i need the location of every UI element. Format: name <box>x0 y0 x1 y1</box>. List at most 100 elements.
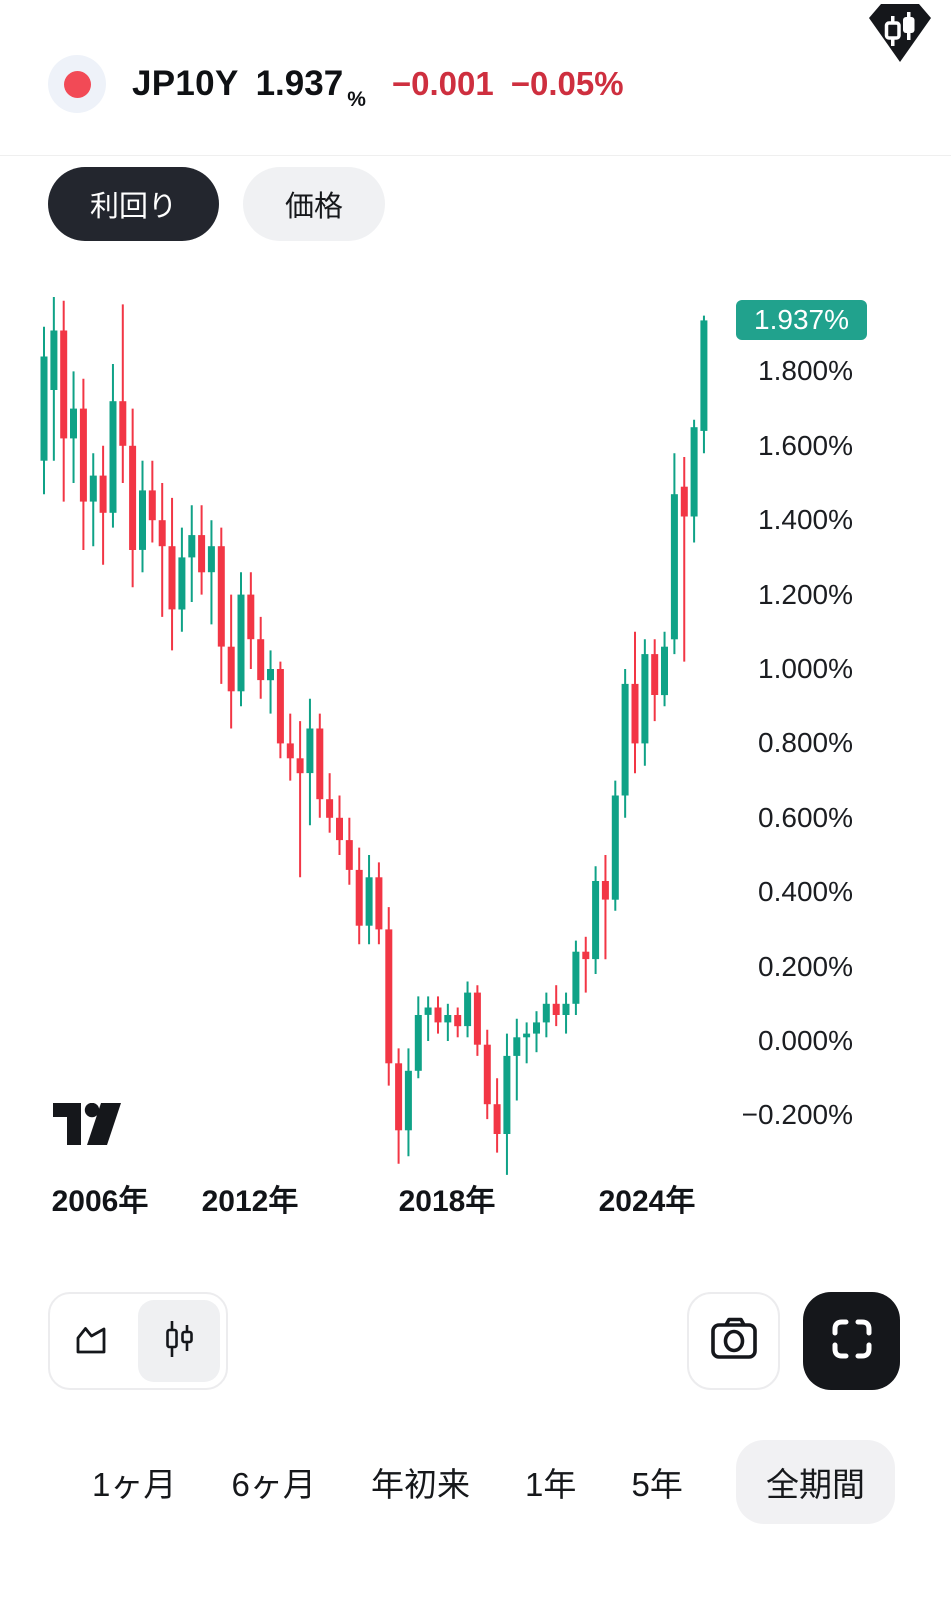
candle-body <box>631 683 639 744</box>
candle-body <box>89 475 97 502</box>
candle-body <box>70 408 77 439</box>
candle-body <box>178 557 186 610</box>
candle-body <box>158 520 166 547</box>
x-axis-label: 2006年 <box>51 1185 149 1218</box>
candle-body <box>286 743 294 759</box>
candle-body <box>700 320 708 431</box>
candlestick-chart[interactable] <box>0 280 951 1185</box>
candle-body <box>336 817 343 841</box>
candle-body <box>454 1015 462 1027</box>
candle-body <box>375 877 383 930</box>
candle-body <box>661 646 668 696</box>
candle-body <box>50 330 58 390</box>
x-axis-label: 2024年 <box>598 1185 696 1218</box>
range-button-1ヶ月[interactable]: 1ヶ月 <box>92 1466 177 1503</box>
candle-body <box>552 1003 560 1015</box>
candle-body <box>316 728 324 800</box>
candle-body <box>562 1003 570 1015</box>
price-unit: % <box>347 88 366 111</box>
candle-body <box>188 535 196 558</box>
candlestick-chart-button[interactable] <box>138 1300 220 1382</box>
range-selector: 1ヶ月 6ヶ月 年初来 1年 5年 全期間 <box>90 1432 895 1532</box>
candle-body <box>601 881 609 900</box>
candle-body <box>326 799 334 818</box>
candle-body <box>621 683 629 796</box>
candle-body <box>227 646 235 692</box>
x-axis-label: 2018年 <box>398 1185 496 1218</box>
candle-body <box>40 356 48 461</box>
x-axis-label: 2012年 <box>201 1185 299 1218</box>
change-percent: −0.05% <box>510 65 624 102</box>
yield-price-toggle: 利回り 価格 <box>48 167 386 241</box>
candle-body <box>513 1037 521 1056</box>
candle-body <box>355 869 363 926</box>
candle-body <box>345 840 353 870</box>
candle-body <box>99 475 107 513</box>
candle-body <box>365 877 373 926</box>
candle-body <box>641 654 649 744</box>
fullscreen-button[interactable] <box>803 1292 900 1390</box>
time-scale: 2006年 2012年 2018年 2024年 <box>0 1176 951 1222</box>
candle-body <box>542 1003 550 1023</box>
range-button-年初来[interactable]: 年初来 <box>370 1466 470 1503</box>
japan-flag-icon <box>48 55 106 113</box>
candle-body <box>306 728 314 774</box>
range-button-1年[interactable]: 1年 <box>525 1466 577 1503</box>
candle-body <box>119 401 127 446</box>
candle-body <box>257 639 265 681</box>
candlestick-chart-icon <box>160 1319 198 1364</box>
candle-body <box>267 669 274 681</box>
camera-icon <box>708 1316 760 1367</box>
candle-body <box>395 1063 403 1131</box>
toggle-yield[interactable]: 利回り <box>48 167 220 241</box>
candle-body <box>385 929 393 1064</box>
candle-body <box>533 1022 540 1034</box>
candle-body <box>651 654 659 695</box>
candle-body <box>523 1033 531 1038</box>
snapshot-button[interactable] <box>687 1292 780 1390</box>
range-button-全期間[interactable]: 全期間 <box>735 1440 895 1524</box>
area-chart-button[interactable] <box>50 1294 132 1388</box>
candle-body <box>79 408 87 502</box>
instrument-header: JP10Y 1.937 % −0.001 −0.05% <box>48 48 903 120</box>
change-absolute: −0.001 <box>391 65 494 102</box>
candle-body <box>690 427 698 517</box>
candle-body <box>139 490 146 550</box>
chart-type-switcher <box>48 1292 228 1390</box>
tradingview-logo-icon[interactable] <box>53 1102 122 1146</box>
candle-body <box>276 669 284 744</box>
candle-body <box>414 1015 422 1071</box>
header-divider <box>0 155 951 156</box>
candle-body <box>444 1015 452 1023</box>
candle-body <box>434 1007 442 1023</box>
candle-body <box>148 490 156 521</box>
candle-body <box>503 1055 511 1134</box>
candle-body <box>296 758 304 774</box>
toggle-price[interactable]: 価格 <box>243 167 386 241</box>
candle-body <box>592 881 600 960</box>
candle-body <box>464 992 472 1027</box>
range-button-6ヶ月[interactable]: 6ヶ月 <box>231 1466 316 1503</box>
candle-body <box>404 1070 412 1131</box>
candle-body <box>473 992 481 1045</box>
candle-body <box>424 1007 432 1015</box>
candle-body <box>582 951 590 960</box>
area-chart-icon <box>72 1321 110 1362</box>
fullscreen-icon <box>827 1314 877 1369</box>
candle-body <box>572 951 580 1004</box>
range-button-5年[interactable]: 5年 <box>631 1466 683 1503</box>
candle-body <box>493 1104 501 1134</box>
tradingview-gem-candles-icon[interactable] <box>867 2 933 64</box>
chart-toolbar <box>0 1292 951 1390</box>
last-price: 1.937 <box>255 64 344 103</box>
candle-body <box>483 1044 491 1105</box>
candle-body <box>670 494 678 640</box>
candle-body <box>129 445 137 550</box>
candle-body <box>611 795 619 900</box>
candle-body <box>109 401 117 513</box>
candle-body <box>247 594 255 640</box>
candle-body <box>680 486 688 517</box>
candle-body <box>168 546 176 610</box>
japan-flag-dot <box>63 70 91 98</box>
